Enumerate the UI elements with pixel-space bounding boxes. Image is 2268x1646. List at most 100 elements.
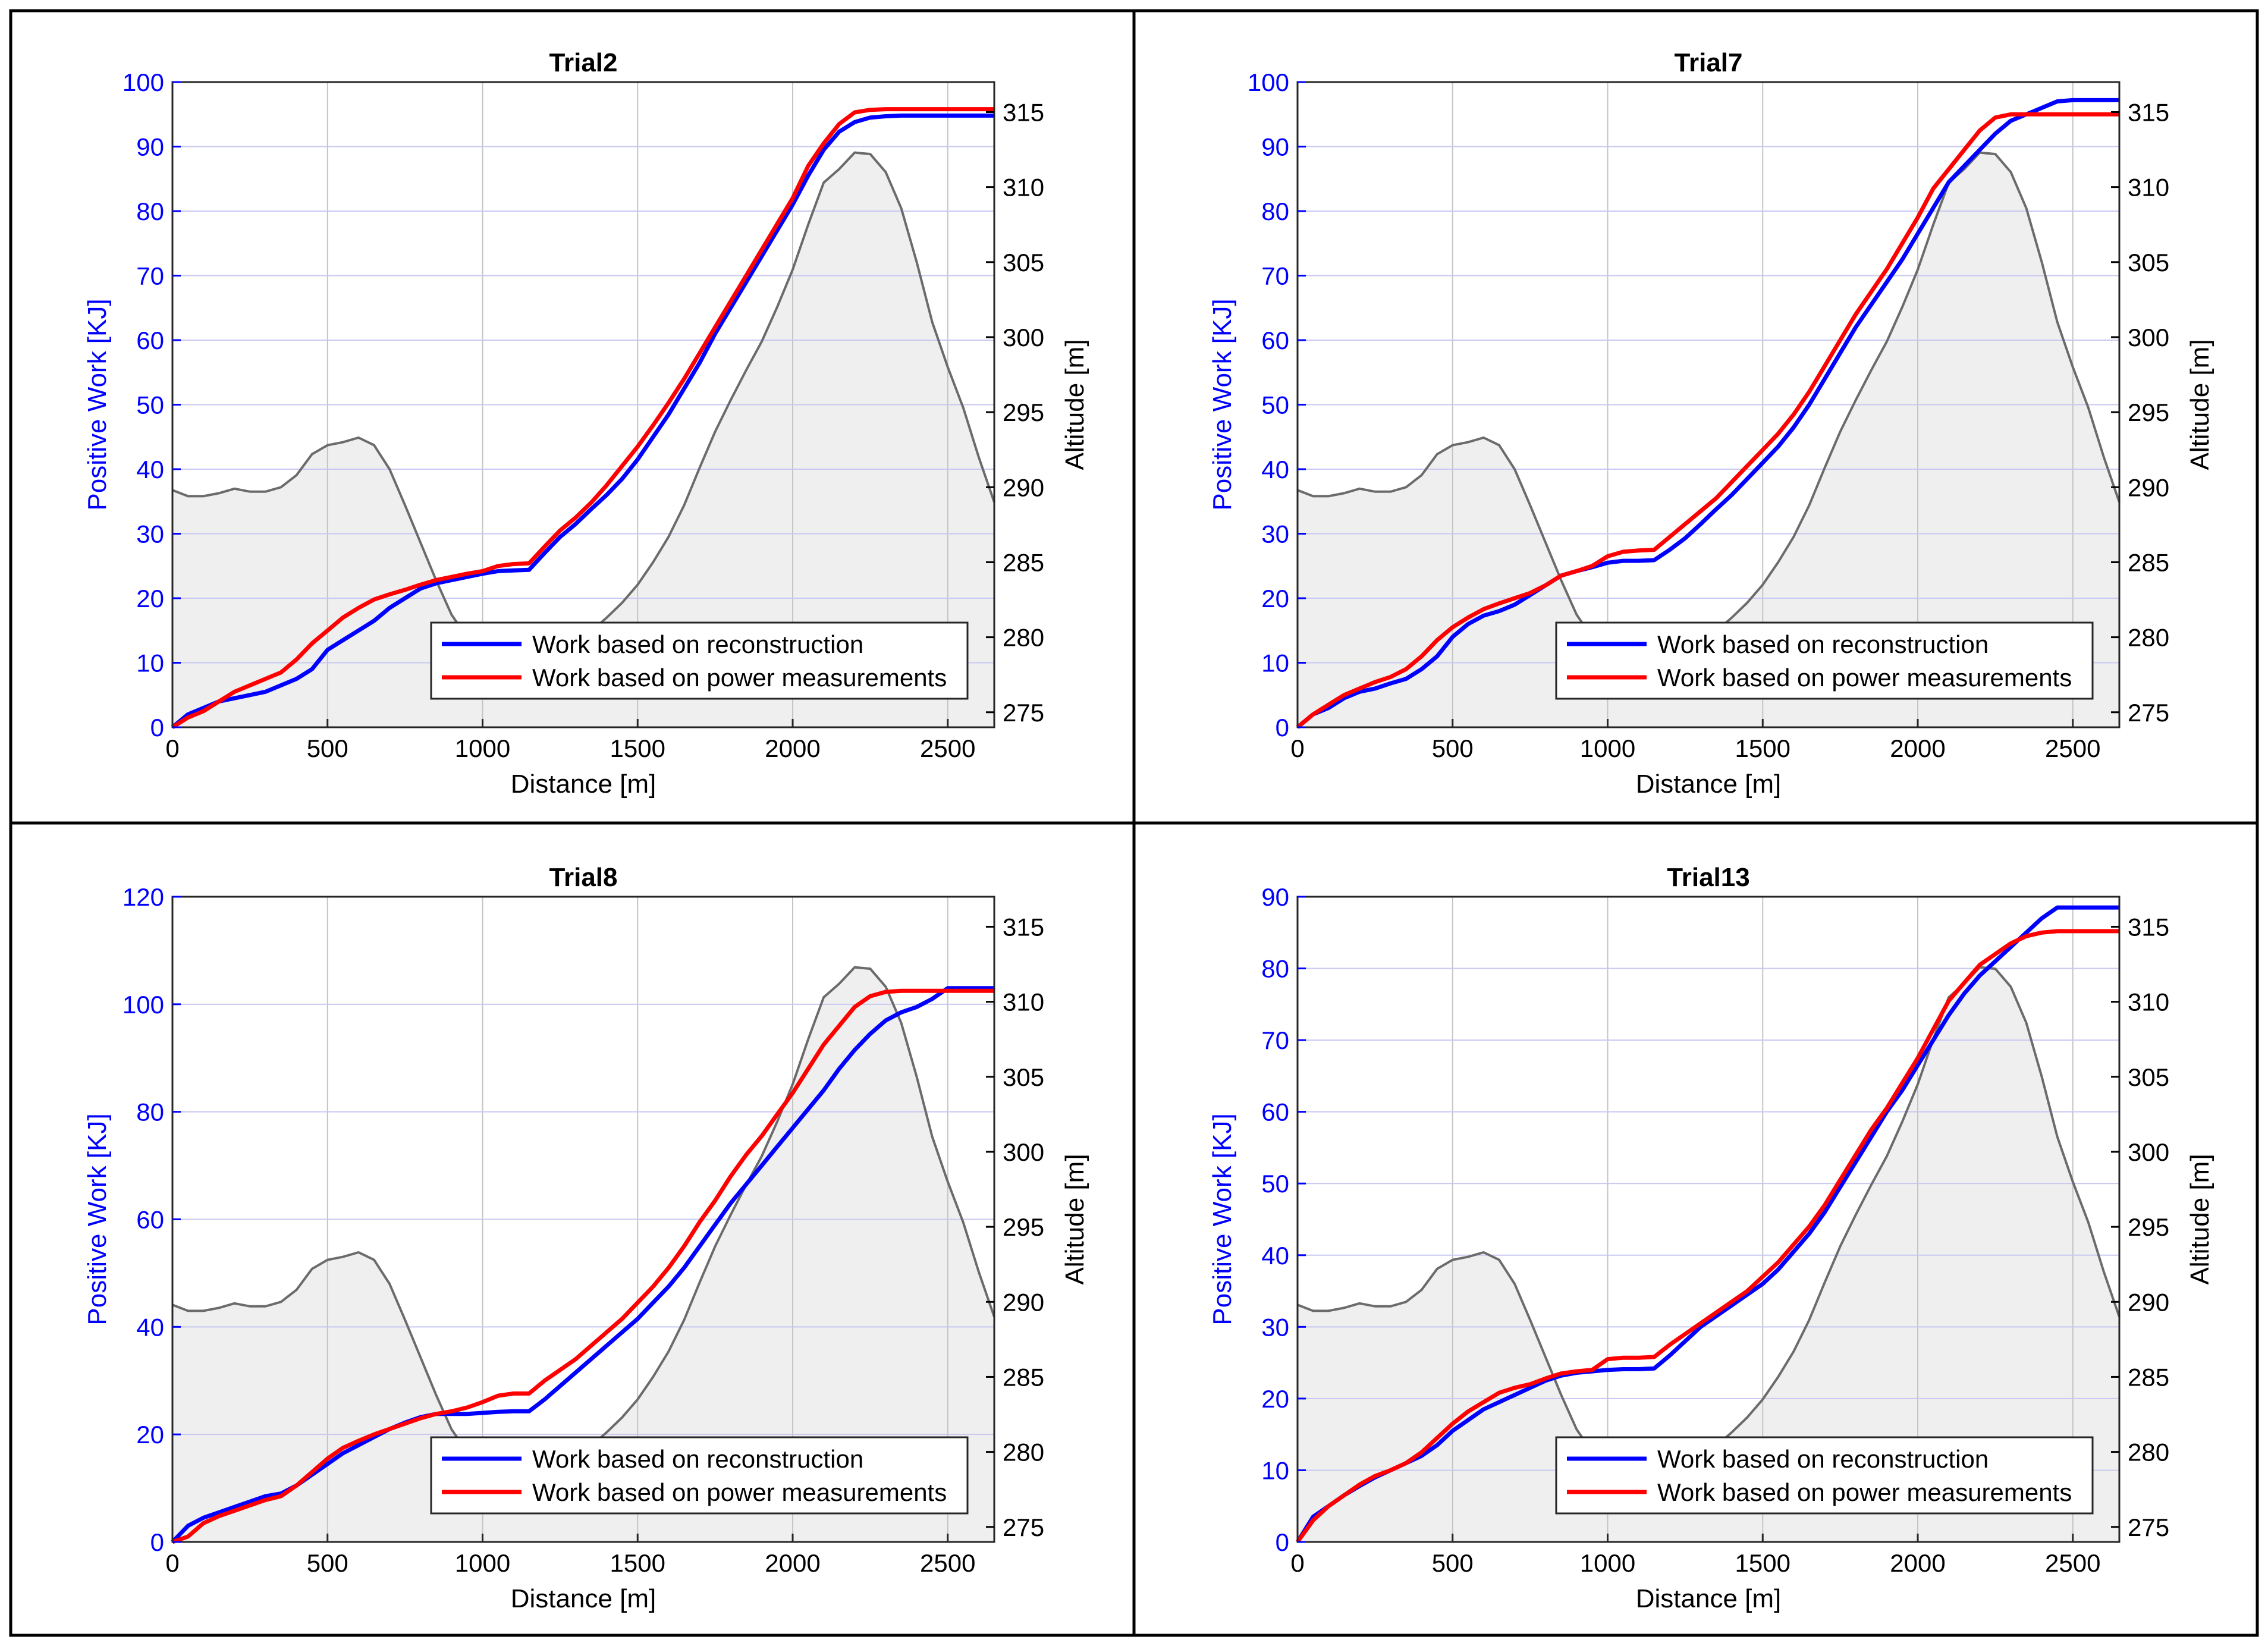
y2-tick-label: 300 bbox=[1003, 1138, 1044, 1166]
x-tick-label: 0 bbox=[165, 1549, 179, 1577]
y2-tick-label: 305 bbox=[2128, 249, 2169, 277]
y2-tick-label: 310 bbox=[2128, 988, 2169, 1016]
y2-tick-label: 305 bbox=[2128, 1063, 2169, 1091]
y2-tick-label: 280 bbox=[2128, 1438, 2169, 1466]
x-tick-label: 500 bbox=[1432, 734, 1474, 762]
x-tick-label: 500 bbox=[307, 734, 348, 762]
altitude-area bbox=[1298, 152, 2119, 728]
x-tick-label: 1000 bbox=[455, 734, 510, 762]
chart-trial8: 0 500 1000 1500 2000 2500 0 20 40 60 80 100 120 275 28… bbox=[83, 863, 1089, 1613]
x-tick-label: 0 bbox=[1290, 734, 1304, 762]
x-tick-label: 1000 bbox=[1580, 1549, 1635, 1577]
y-tick-label: 20 bbox=[1261, 1385, 1289, 1413]
y-tick-label: 0 bbox=[150, 714, 164, 742]
y2-tick-label: 285 bbox=[1003, 548, 1044, 576]
x-axis-label: Distance [m] bbox=[511, 1584, 656, 1613]
x-tick-label: 1500 bbox=[610, 1549, 665, 1577]
y2-tick-label: 310 bbox=[1003, 174, 1044, 202]
y2-tick-label: 300 bbox=[2128, 323, 2169, 351]
y-tick-label: 70 bbox=[136, 262, 164, 290]
series-line-reconstruction bbox=[1296, 905, 2119, 1543]
legend-label: Work based on power measurements bbox=[1657, 664, 2072, 692]
y-axis-label: Positive Work [KJ] bbox=[83, 1113, 112, 1325]
y-tick-label: 40 bbox=[136, 1313, 164, 1341]
legend-box bbox=[430, 1436, 969, 1515]
series-line-power bbox=[171, 107, 994, 729]
y-tick-label: 20 bbox=[1261, 585, 1289, 612]
y2-tick-label: 315 bbox=[1003, 913, 1044, 941]
y-tick-label: 80 bbox=[136, 197, 164, 225]
y2-tick-label: 285 bbox=[2128, 1363, 2169, 1391]
legend-label: Work based on reconstruction bbox=[532, 1445, 863, 1473]
x-tick-label: 1500 bbox=[610, 734, 665, 762]
y2-tick-label: 275 bbox=[2128, 699, 2169, 727]
y-tick-label: 30 bbox=[136, 520, 164, 548]
series-line-power bbox=[171, 988, 994, 1544]
series-line-reconstruction bbox=[1296, 98, 2119, 729]
altitude-area bbox=[172, 967, 994, 1542]
y-tick-label: 10 bbox=[136, 649, 164, 677]
y-tick-label: 80 bbox=[136, 1098, 164, 1126]
y2-tick-label: 305 bbox=[1003, 1063, 1044, 1091]
y2-tick-label: 300 bbox=[1003, 323, 1044, 351]
y-tick-label: 40 bbox=[136, 456, 164, 483]
y2-tick-label: 280 bbox=[1003, 1438, 1044, 1466]
x-tick-label: 2000 bbox=[765, 734, 820, 762]
y-axis-label: Positive Work [KJ] bbox=[1208, 1113, 1237, 1325]
y-tick-label: 40 bbox=[1261, 1242, 1289, 1270]
y-tick-label: 60 bbox=[136, 1206, 164, 1234]
x-axis-label: Distance [m] bbox=[1636, 1584, 1782, 1613]
y-tick-label: 80 bbox=[1261, 197, 1289, 225]
y2-tick-label: 315 bbox=[2128, 98, 2169, 126]
y-tick-label: 70 bbox=[1261, 1026, 1289, 1054]
legend: Work based on reconstruction Work based o… bbox=[430, 1436, 969, 1515]
y-tick-label: 120 bbox=[122, 883, 164, 911]
x-axis-label: Distance [m] bbox=[1636, 769, 1782, 799]
legend: Work based on reconstruction Work based o… bbox=[430, 621, 969, 700]
y2-tick-label: 310 bbox=[1003, 988, 1044, 1016]
x-tick-label: 1500 bbox=[1735, 734, 1790, 762]
x-tick-label: 2500 bbox=[920, 1549, 975, 1577]
legend: Work based on reconstruction Work based o… bbox=[1555, 621, 2094, 700]
y-tick-label: 80 bbox=[1261, 955, 1289, 983]
x-tick-label: 2500 bbox=[2045, 1549, 2100, 1577]
y2-tick-label: 290 bbox=[1003, 473, 1044, 501]
legend-label: Work based on reconstruction bbox=[1657, 1445, 1989, 1473]
x-tick-label: 2500 bbox=[2045, 734, 2100, 762]
y2-tick-label: 285 bbox=[1003, 1363, 1044, 1391]
altitude-area bbox=[172, 152, 994, 728]
y-tick-label: 60 bbox=[1261, 326, 1289, 354]
y-tick-label: 30 bbox=[1261, 1313, 1289, 1341]
y-tick-label: 70 bbox=[1261, 262, 1289, 290]
y-tick-label: 60 bbox=[136, 326, 164, 354]
axes-box bbox=[1296, 896, 2121, 1543]
y-tick-label: 0 bbox=[150, 1528, 164, 1556]
y-tick-label: 60 bbox=[1261, 1098, 1289, 1126]
x-tick-label: 2000 bbox=[1890, 734, 1945, 762]
x-tick-label: 2000 bbox=[765, 1549, 820, 1577]
legend-label: Work based on reconstruction bbox=[1657, 630, 1989, 658]
y2-tick-label: 290 bbox=[1003, 1288, 1044, 1316]
chart-trial2: 0 500 1000 1500 2000 2500 0 10 20 30 40 50 60 70 80 90 1… bbox=[83, 48, 1089, 799]
y2-axis-label: Altitude [m] bbox=[1060, 1154, 1089, 1284]
y-tick-label: 40 bbox=[1261, 456, 1289, 483]
y2-tick-label: 280 bbox=[1003, 624, 1044, 652]
y-tick-label: 10 bbox=[1261, 1456, 1289, 1484]
y-tick-label: 30 bbox=[1261, 520, 1289, 548]
x-tick-label: 2500 bbox=[920, 734, 975, 762]
y-tick-label: 90 bbox=[136, 133, 164, 161]
y-tick-label: 0 bbox=[1276, 1528, 1289, 1556]
y2-tick-label: 275 bbox=[1003, 699, 1044, 727]
y-tick-label: 100 bbox=[122, 991, 164, 1019]
legend-box bbox=[1555, 1436, 2094, 1515]
y2-tick-label: 275 bbox=[2128, 1513, 2169, 1541]
y2-axis-label: Altitude [m] bbox=[2185, 339, 2214, 470]
legend-label: Work based on power measurements bbox=[532, 1478, 947, 1506]
y2-tick-label: 275 bbox=[1003, 1513, 1044, 1541]
y2-tick-label: 310 bbox=[2128, 174, 2169, 202]
x-tick-label: 1000 bbox=[455, 1549, 510, 1577]
x-tick-label: 500 bbox=[307, 1549, 348, 1577]
legend-box bbox=[430, 621, 969, 700]
y2-tick-label: 290 bbox=[2128, 473, 2169, 501]
